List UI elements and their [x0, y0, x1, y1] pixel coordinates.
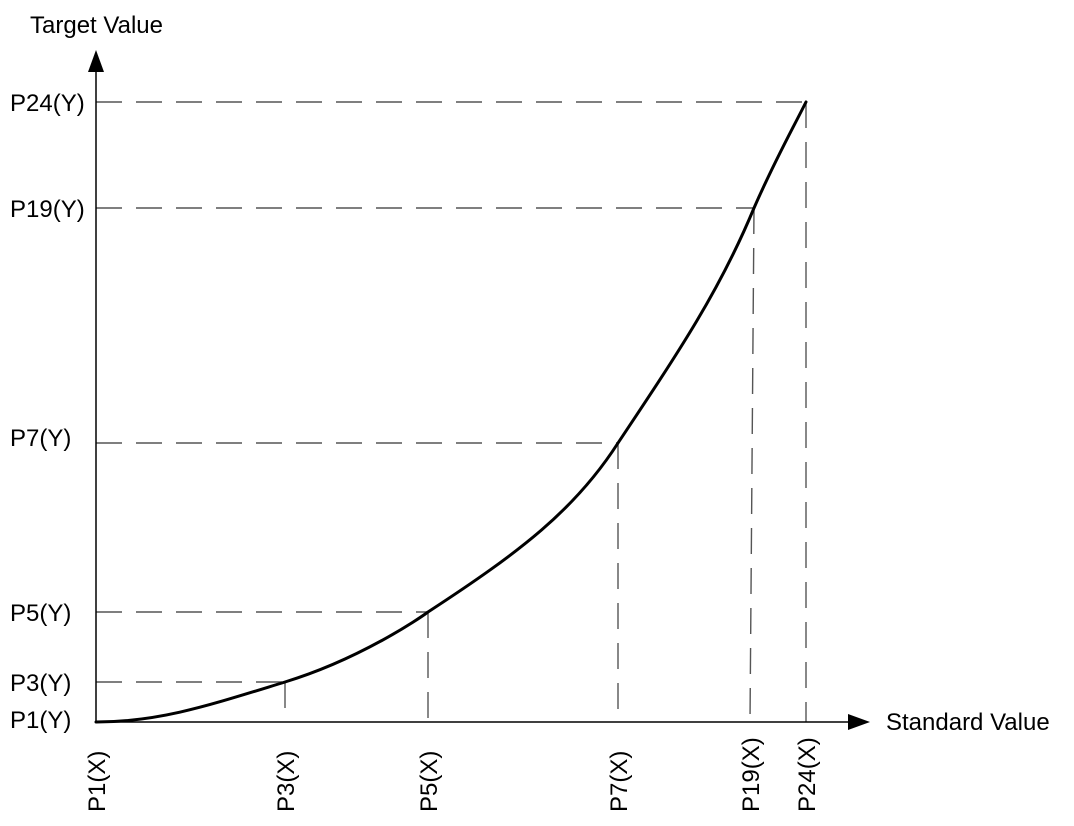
- x-tick-label-p5: P5(X): [416, 751, 443, 812]
- x-axis-arrow-icon: [848, 714, 870, 730]
- y-tick-label-p5: P5(Y): [10, 600, 71, 627]
- y-axis-title: Target Value: [30, 12, 163, 39]
- y-tick-labels: P24(Y) P19(Y) P7(Y) P5(Y) P3(Y) P1(Y): [10, 90, 85, 734]
- x-axis-title: Standard Value: [886, 709, 1050, 736]
- x-tick-label-p24: P24(X): [794, 737, 821, 812]
- x-tick-labels: P1(X) P3(X) P5(X) P7(X) P19(X) P24(X): [84, 737, 821, 812]
- y-tick-label-p3: P3(Y): [10, 670, 71, 697]
- y-tick-label-p1: P1(Y): [10, 707, 71, 734]
- y-tick-label-p7: P7(Y): [10, 425, 71, 452]
- x-tick-label-p3: P3(X): [273, 751, 300, 812]
- x-tick-label-p1: P1(X): [84, 751, 111, 812]
- guide-lines: [96, 101, 807, 723]
- calibration-curve: [94, 100, 808, 724]
- guide-v-p19: [749, 207, 755, 723]
- axes: [88, 50, 870, 730]
- x-tick-label-p19: P19(X): [738, 737, 765, 812]
- y-tick-label-p19: P19(Y): [10, 196, 85, 223]
- y-axis-arrow-icon: [88, 50, 104, 72]
- x-tick-label-p7: P7(X): [606, 751, 633, 812]
- y-tick-label-p24: P24(Y): [10, 90, 85, 117]
